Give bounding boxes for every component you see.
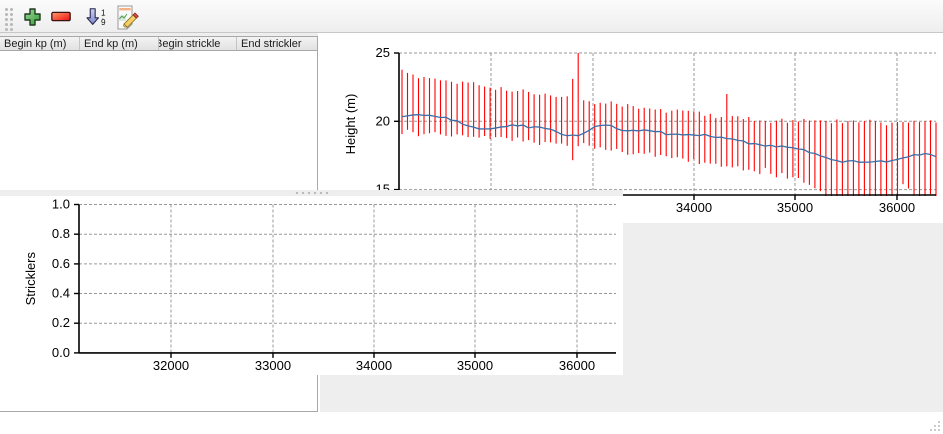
- svg-text:Height (m): Height (m): [343, 94, 358, 155]
- svg-text:Stricklers: Stricklers: [23, 251, 38, 305]
- svg-text:34000: 34000: [676, 200, 712, 215]
- svg-text:1.0: 1.0: [52, 197, 70, 212]
- svg-text:35000: 35000: [457, 358, 493, 373]
- svg-text:0.4: 0.4: [52, 286, 70, 301]
- svg-text:0.8: 0.8: [52, 226, 70, 241]
- svg-text:0.6: 0.6: [52, 256, 70, 271]
- svg-text:34000: 34000: [356, 358, 392, 373]
- svg-text:36000: 36000: [559, 358, 595, 373]
- svg-text:32000: 32000: [153, 358, 189, 373]
- svg-text:25: 25: [376, 45, 390, 60]
- svg-text:33000: 33000: [255, 358, 291, 373]
- svg-text:0.2: 0.2: [52, 315, 70, 330]
- svg-text:0.0: 0.0: [52, 345, 70, 360]
- svg-text:36000: 36000: [879, 200, 915, 215]
- svg-text:20: 20: [376, 113, 390, 128]
- svg-text:9: 9: [101, 18, 106, 27]
- svg-text:35000: 35000: [777, 200, 813, 215]
